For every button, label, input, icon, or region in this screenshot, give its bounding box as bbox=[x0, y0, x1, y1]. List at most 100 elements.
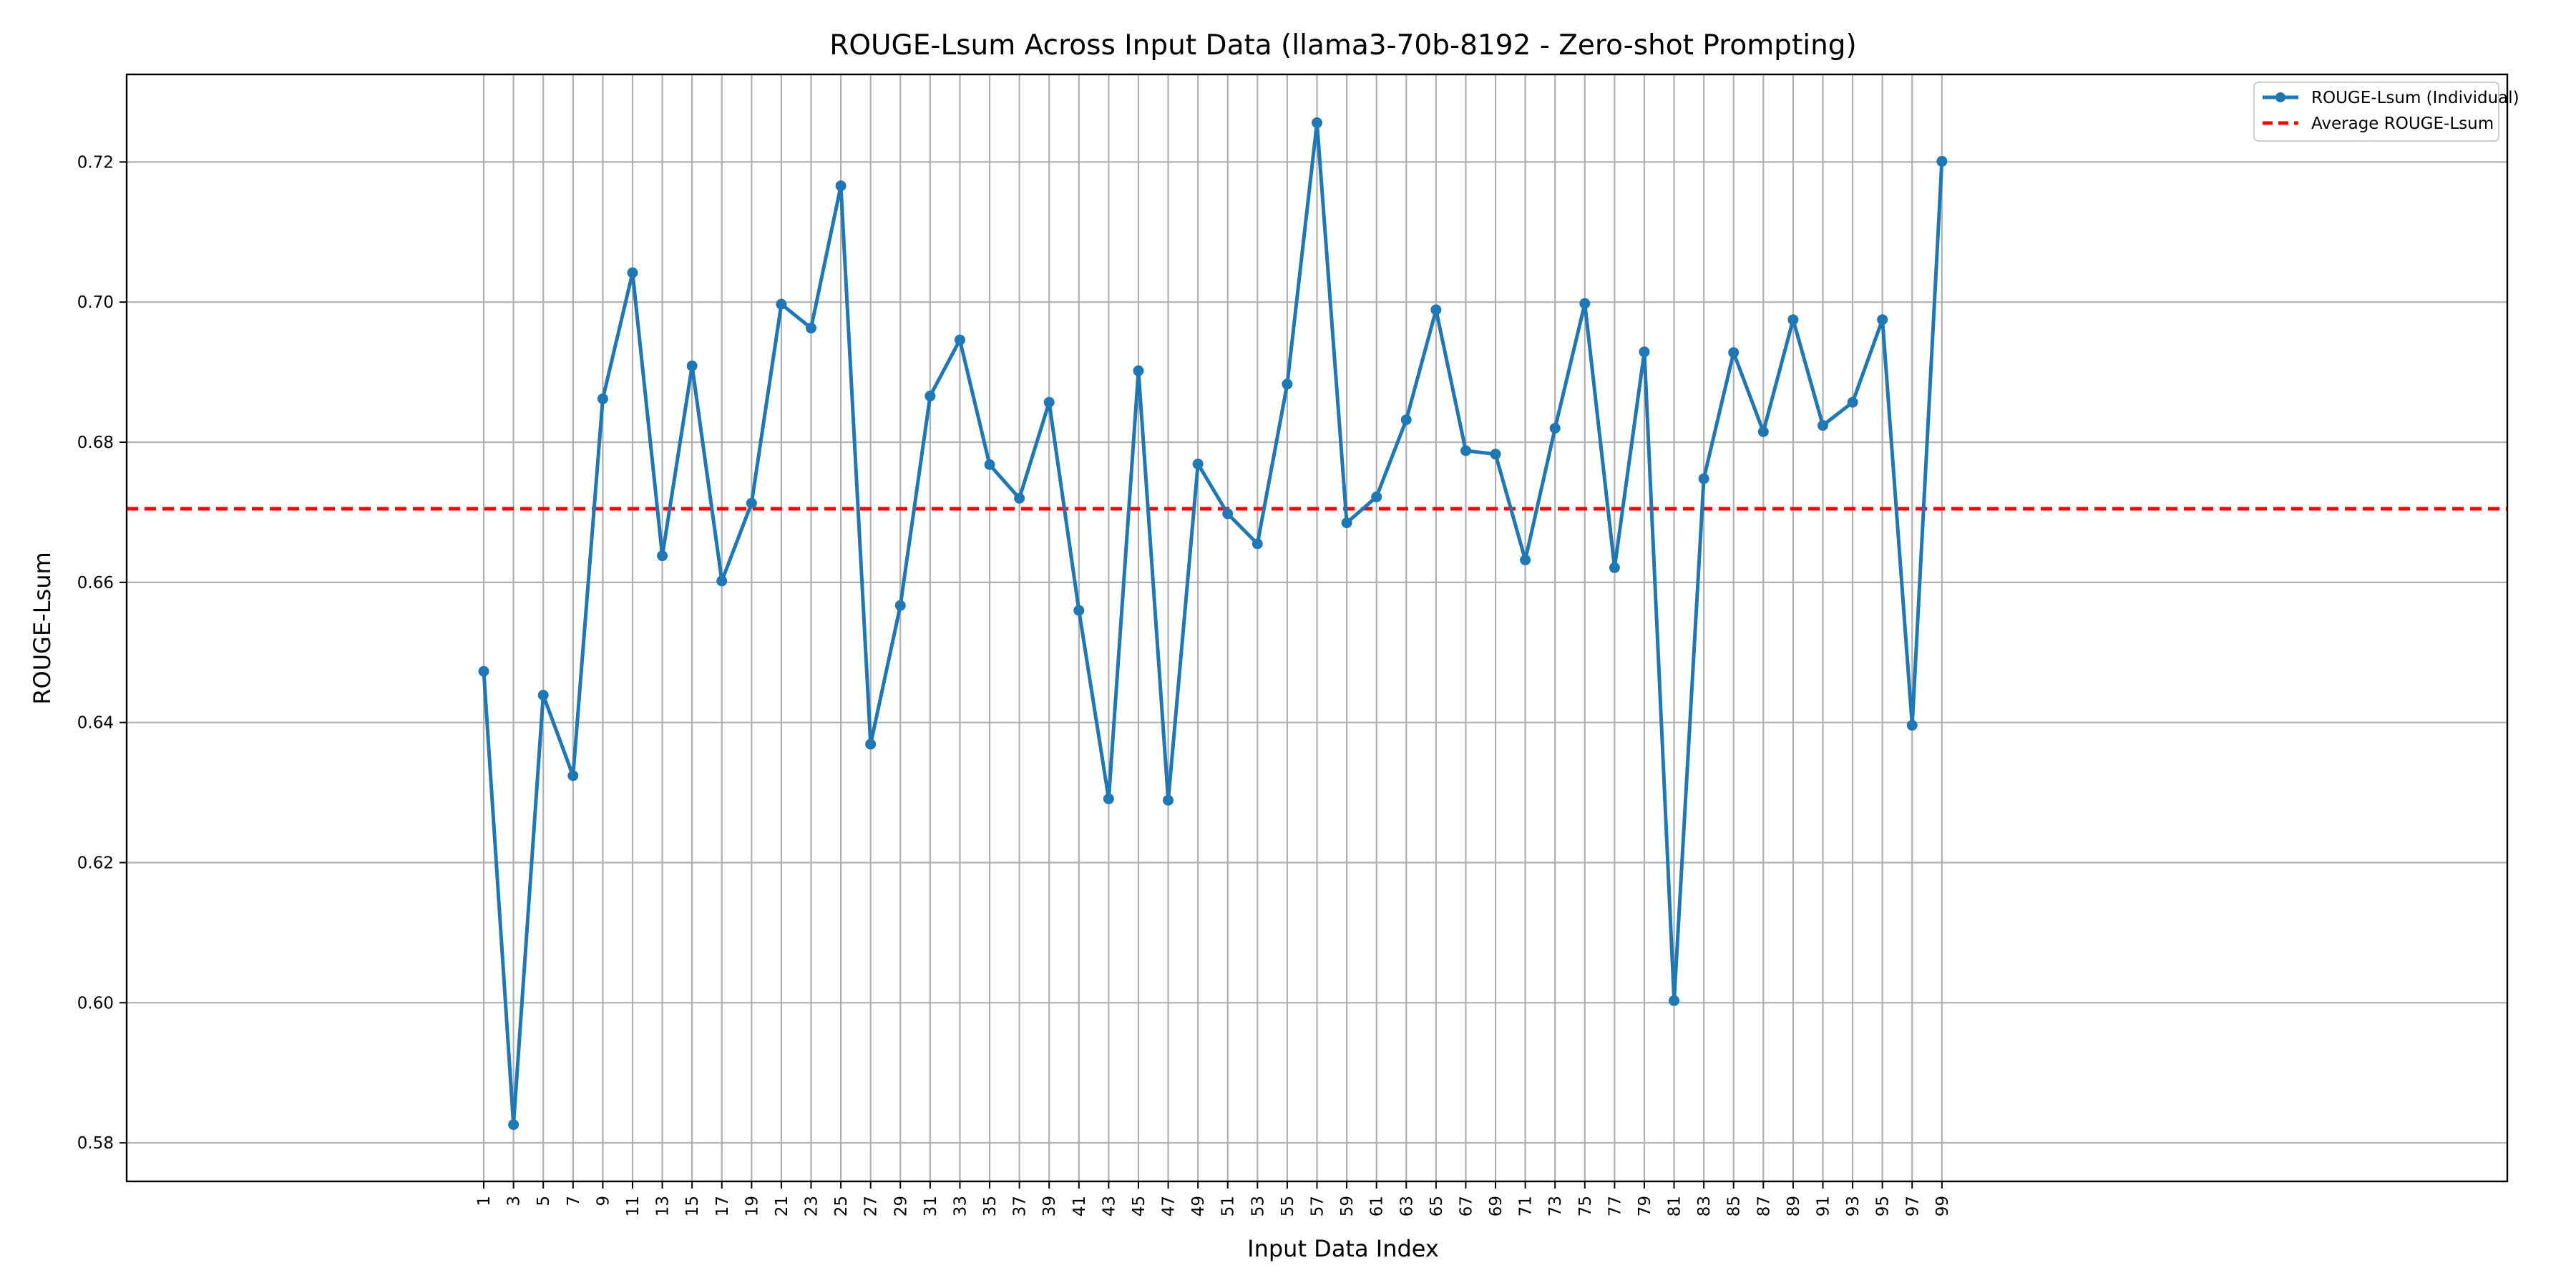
data-point bbox=[1490, 449, 1501, 460]
legend: ROUGE-Lsum (Individual) Average ROUGE-Ls… bbox=[2253, 82, 2519, 142]
data-point bbox=[1312, 117, 1322, 129]
y-tick-label: 0.70 bbox=[77, 293, 114, 312]
series-line-individual bbox=[482, 121, 1944, 1127]
x-tick-label: 23 bbox=[803, 1196, 821, 1216]
x-tick-label: 67 bbox=[1457, 1196, 1475, 1216]
x-tick-label: 69 bbox=[1487, 1196, 1506, 1216]
x-tick-label: 85 bbox=[1725, 1196, 1744, 1216]
x-tick-label: 25 bbox=[832, 1196, 851, 1216]
x-tick-label: 73 bbox=[1546, 1196, 1565, 1216]
data-point bbox=[776, 298, 787, 310]
x-tick-label: 93 bbox=[1844, 1196, 1863, 1216]
data-point bbox=[1282, 379, 1293, 390]
x-tick-label: 49 bbox=[1189, 1196, 1208, 1216]
chart-title: ROUGE-Lsum Across Input Data (llama3-70b… bbox=[829, 29, 1857, 62]
data-point bbox=[1906, 720, 1918, 731]
y-tick-label: 0.64 bbox=[77, 714, 114, 733]
data-point bbox=[597, 393, 608, 404]
data-point bbox=[1936, 155, 1948, 167]
data-point bbox=[1252, 538, 1263, 550]
x-tick-label: 91 bbox=[1814, 1196, 1833, 1216]
data-point bbox=[1787, 314, 1799, 326]
data-point bbox=[657, 550, 668, 562]
x-tick-label: 9 bbox=[594, 1196, 613, 1206]
data-point bbox=[1579, 298, 1591, 309]
x-tick-label: 45 bbox=[1130, 1196, 1148, 1216]
x-tick-label: 87 bbox=[1755, 1196, 1773, 1216]
legend-box bbox=[2253, 82, 2499, 142]
x-tick-label: 35 bbox=[981, 1196, 1000, 1216]
data-point bbox=[1757, 426, 1769, 437]
x-tick-label: 63 bbox=[1397, 1196, 1416, 1216]
data-point bbox=[508, 1119, 519, 1131]
data-point bbox=[686, 360, 698, 371]
x-tick-label: 37 bbox=[1011, 1196, 1030, 1216]
data-point bbox=[1669, 995, 1680, 1006]
data-point bbox=[627, 267, 638, 278]
x-tick-label: 31 bbox=[922, 1196, 940, 1216]
x-tick-label: 99 bbox=[1933, 1196, 1952, 1216]
x-tick-label: 95 bbox=[1874, 1196, 1893, 1216]
x-tick-label: 55 bbox=[1279, 1196, 1297, 1216]
x-tick-label: 29 bbox=[892, 1196, 910, 1216]
data-point bbox=[1549, 422, 1561, 434]
data-point bbox=[1192, 458, 1204, 469]
data-point bbox=[1877, 314, 1888, 326]
data-point bbox=[1460, 445, 1471, 457]
x-tick-label: 71 bbox=[1517, 1196, 1536, 1216]
x-tick-label: 65 bbox=[1428, 1196, 1446, 1216]
data-point bbox=[478, 665, 489, 677]
x-tick-label: 77 bbox=[1606, 1196, 1624, 1216]
data-point bbox=[924, 390, 936, 401]
x-tick-label: 43 bbox=[1100, 1196, 1118, 1216]
data-point bbox=[716, 575, 728, 587]
x-tick-label: 27 bbox=[862, 1196, 881, 1216]
data-point bbox=[1222, 508, 1234, 519]
data-point bbox=[1639, 346, 1650, 358]
data-point bbox=[1430, 304, 1442, 316]
data-point bbox=[806, 322, 817, 333]
data-point bbox=[1133, 365, 1144, 376]
data-point bbox=[1341, 517, 1352, 529]
x-tick-label: 97 bbox=[1903, 1196, 1922, 1216]
x-tick-label: 15 bbox=[683, 1196, 702, 1216]
x-tick-label: 7 bbox=[565, 1196, 583, 1206]
data-point bbox=[1847, 396, 1858, 408]
x-axis-label: Input Data Index bbox=[1247, 1235, 1439, 1262]
x-tick-label: 13 bbox=[654, 1196, 673, 1216]
x-tick-label: 57 bbox=[1309, 1196, 1327, 1216]
data-point bbox=[1371, 491, 1382, 502]
data-point bbox=[746, 497, 757, 509]
x-tick-label: 41 bbox=[1070, 1196, 1089, 1216]
x-tick-label: 17 bbox=[713, 1196, 732, 1216]
data-point bbox=[1728, 347, 1740, 358]
x-tick-label: 75 bbox=[1576, 1196, 1595, 1216]
x-axis-ticks: 1 3 5 7 9 11 13 15 17 19 21 23 25 27 29 31 33 35 37 39 41 43 4… bbox=[475, 1181, 1952, 1216]
series-layer bbox=[478, 117, 1948, 1131]
x-tick-label: 61 bbox=[1368, 1196, 1387, 1216]
x-tick-label: 53 bbox=[1249, 1196, 1267, 1216]
data-point bbox=[1014, 492, 1025, 504]
data-point bbox=[1103, 793, 1114, 804]
x-tick-label: 11 bbox=[624, 1196, 643, 1216]
x-tick-label: 47 bbox=[1160, 1196, 1179, 1216]
data-point bbox=[954, 334, 965, 346]
x-tick-label: 51 bbox=[1219, 1196, 1238, 1216]
data-point bbox=[1609, 562, 1620, 573]
y-axis-ticks: 0.58 0.60 0.62 0.64 0.66 0.68 0.70 0.72 bbox=[77, 153, 127, 1153]
grid-layer bbox=[127, 74, 2507, 1181]
data-point bbox=[537, 689, 549, 701]
data-point bbox=[1043, 396, 1055, 408]
data-point bbox=[984, 459, 995, 470]
legend-label-individual: ROUGE-Lsum (Individual) bbox=[2311, 89, 2519, 107]
data-point bbox=[1698, 473, 1709, 484]
data-point bbox=[1073, 605, 1085, 616]
x-tick-label: 19 bbox=[743, 1196, 761, 1216]
y-tick-label: 0.62 bbox=[77, 854, 114, 873]
y-tick-label: 0.66 bbox=[77, 574, 114, 592]
data-point bbox=[567, 770, 579, 781]
x-tick-label: 1 bbox=[475, 1196, 494, 1206]
data-point bbox=[894, 600, 906, 611]
x-tick-label: 33 bbox=[951, 1196, 970, 1216]
